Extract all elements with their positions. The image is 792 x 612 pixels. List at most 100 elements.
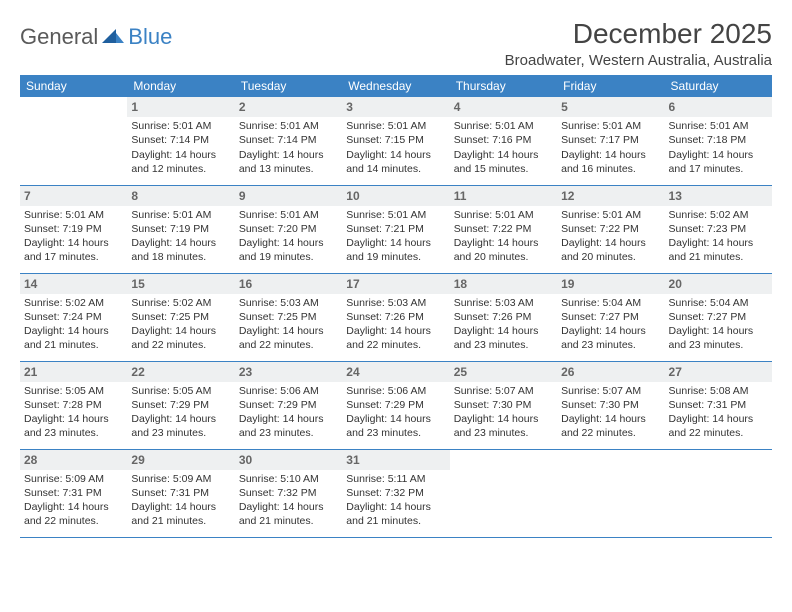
page-title: December 2025 <box>505 18 772 50</box>
sunset-text: Sunset: 7:15 PM <box>346 133 445 147</box>
sunset-text: Sunset: 7:31 PM <box>131 486 230 500</box>
day-number: 17 <box>342 274 449 294</box>
sunrise-text: Sunrise: 5:09 AM <box>24 472 123 486</box>
sunset-text: Sunset: 7:28 PM <box>24 398 123 412</box>
calendar-day-cell: 4Sunrise: 5:01 AMSunset: 7:16 PMDaylight… <box>450 97 557 185</box>
daylight-text: Daylight: 14 hours <box>346 148 445 162</box>
day-number: 26 <box>557 362 664 382</box>
daylight-text: Daylight: 14 hours <box>239 148 338 162</box>
daylight-text: Daylight: 14 hours <box>131 148 230 162</box>
title-block: December 2025 Broadwater, Western Austra… <box>505 18 772 69</box>
calendar-day-cell: 15Sunrise: 5:02 AMSunset: 7:25 PMDayligh… <box>127 273 234 361</box>
daylight-text: Daylight: 14 hours <box>561 412 660 426</box>
daylight-text: Daylight: 14 hours <box>239 324 338 338</box>
calendar-day-cell: 13Sunrise: 5:02 AMSunset: 7:23 PMDayligh… <box>665 185 772 273</box>
calendar-week-row: 14Sunrise: 5:02 AMSunset: 7:24 PMDayligh… <box>20 273 772 361</box>
column-header: Sunday <box>20 75 127 97</box>
day-number: 12 <box>557 186 664 206</box>
sunrise-text: Sunrise: 5:07 AM <box>454 384 553 398</box>
day-number: 2 <box>235 97 342 117</box>
calendar-day-cell: 26 Sunrise: 5:07 AMSunset: 7:30 PMDayligh… <box>557 361 664 449</box>
daylight-text: Daylight: 14 hours <box>24 324 123 338</box>
daylight-text: Daylight: 14 hours <box>346 412 445 426</box>
daylight-text: Daylight: 14 hours <box>24 500 123 514</box>
logo: General Blue <box>20 18 172 50</box>
daylight-text: Daylight: 14 hours <box>561 236 660 250</box>
daylight-text: Daylight: 14 hours <box>239 236 338 250</box>
sunset-text: Sunset: 7:27 PM <box>561 310 660 324</box>
daylight-text: and 14 minutes. <box>346 162 445 176</box>
logo-text-blue: Blue <box>128 24 172 50</box>
daylight-text: and 23 minutes. <box>454 338 553 352</box>
day-number: 8 <box>127 186 234 206</box>
column-header: Saturday <box>665 75 772 97</box>
calendar-day-cell: 24Sunrise: 5:06 AMSunset: 7:29 PMDayligh… <box>342 361 449 449</box>
daylight-text: and 20 minutes. <box>454 250 553 264</box>
day-number: 7 <box>20 186 127 206</box>
sunset-text: Sunset: 7:30 PM <box>561 398 660 412</box>
day-number: 27 <box>665 362 772 382</box>
daylight-text: Daylight: 14 hours <box>561 324 660 338</box>
daylight-text: and 23 minutes. <box>561 338 660 352</box>
daylight-text: Daylight: 14 hours <box>131 324 230 338</box>
day-number: 22 <box>127 362 234 382</box>
calendar-week-row: 1Sunrise: 5:01 AMSunset: 7:14 PMDaylight… <box>20 97 772 185</box>
calendar-day-cell: 25Sunrise: 5:07 AMSunset: 7:30 PMDayligh… <box>450 361 557 449</box>
daylight-text: Daylight: 14 hours <box>24 236 123 250</box>
sunrise-text: Sunrise: 5:05 AM <box>131 384 230 398</box>
day-number: 28 <box>20 450 127 470</box>
calendar-day-cell: 21Sunrise: 5:05 AMSunset: 7:28 PMDayligh… <box>20 361 127 449</box>
day-number: 16 <box>235 274 342 294</box>
daylight-text: and 21 minutes. <box>131 514 230 528</box>
day-number: 13 <box>665 186 772 206</box>
calendar-day-cell: 20Sunrise: 5:04 AMSunset: 7:27 PMDayligh… <box>665 273 772 361</box>
logo-text-general: General <box>20 24 98 50</box>
daylight-text: Daylight: 14 hours <box>454 412 553 426</box>
daylight-text: and 21 minutes. <box>24 338 123 352</box>
sunset-text: Sunset: 7:17 PM <box>561 133 660 147</box>
sunrise-text: Sunrise: 5:02 AM <box>131 296 230 310</box>
daylight-text: and 22 minutes. <box>24 514 123 528</box>
calendar-day-cell: 18Sunrise: 5:03 AMSunset: 7:26 PMDayligh… <box>450 273 557 361</box>
sunset-text: Sunset: 7:29 PM <box>346 398 445 412</box>
calendar-day-cell: 8Sunrise: 5:01 AMSunset: 7:19 PMDaylight… <box>127 185 234 273</box>
sunrise-text: Sunrise: 5:01 AM <box>561 208 660 222</box>
day-number: 3 <box>342 97 449 117</box>
daylight-text: Daylight: 14 hours <box>346 500 445 514</box>
daylight-text: and 19 minutes. <box>346 250 445 264</box>
daylight-text: and 16 minutes. <box>561 162 660 176</box>
calendar-day-cell: 30Sunrise: 5:10 AMSunset: 7:32 PMDayligh… <box>235 449 342 537</box>
daylight-text: and 19 minutes. <box>239 250 338 264</box>
day-number: 31 <box>342 450 449 470</box>
column-header: Thursday <box>450 75 557 97</box>
column-header: Friday <box>557 75 664 97</box>
calendar-day-cell <box>20 97 127 185</box>
calendar-day-cell: 29Sunrise: 5:09 AMSunset: 7:31 PMDayligh… <box>127 449 234 537</box>
sunrise-text: Sunrise: 5:01 AM <box>131 208 230 222</box>
day-number: 9 <box>235 186 342 206</box>
daylight-text: and 22 minutes. <box>561 426 660 440</box>
sunset-text: Sunset: 7:22 PM <box>454 222 553 236</box>
day-number: 5 <box>557 97 664 117</box>
daylight-text: and 22 minutes. <box>669 426 768 440</box>
calendar-day-cell: 3Sunrise: 5:01 AMSunset: 7:15 PMDaylight… <box>342 97 449 185</box>
daylight-text: Daylight: 14 hours <box>561 148 660 162</box>
sunrise-text: Sunrise: 5:01 AM <box>24 208 123 222</box>
sunset-text: Sunset: 7:18 PM <box>669 133 768 147</box>
day-number: 4 <box>450 97 557 117</box>
calendar-day-cell: 19Sunrise: 5:04 AMSunset: 7:27 PMDayligh… <box>557 273 664 361</box>
calendar-day-cell: 31Sunrise: 5:11 AMSunset: 7:32 PMDayligh… <box>342 449 449 537</box>
sunrise-text: Sunrise: 5:01 AM <box>669 119 768 133</box>
sunrise-text: Sunrise: 5:01 AM <box>239 208 338 222</box>
day-number: 1 <box>127 97 234 117</box>
daylight-text: Daylight: 14 hours <box>454 148 553 162</box>
daylight-text: Daylight: 14 hours <box>131 412 230 426</box>
sunrise-text: Sunrise: 5:01 AM <box>454 208 553 222</box>
sunrise-text: Sunrise: 5:07 AM <box>561 384 660 398</box>
day-number: 21 <box>20 362 127 382</box>
calendar-day-cell: 27Sunrise: 5:08 AMSunset: 7:31 PMDayligh… <box>665 361 772 449</box>
daylight-text: and 23 minutes. <box>346 426 445 440</box>
daylight-text: Daylight: 14 hours <box>24 412 123 426</box>
calendar-body: 1Sunrise: 5:01 AMSunset: 7:14 PMDaylight… <box>20 97 772 537</box>
day-number: 23 <box>235 362 342 382</box>
